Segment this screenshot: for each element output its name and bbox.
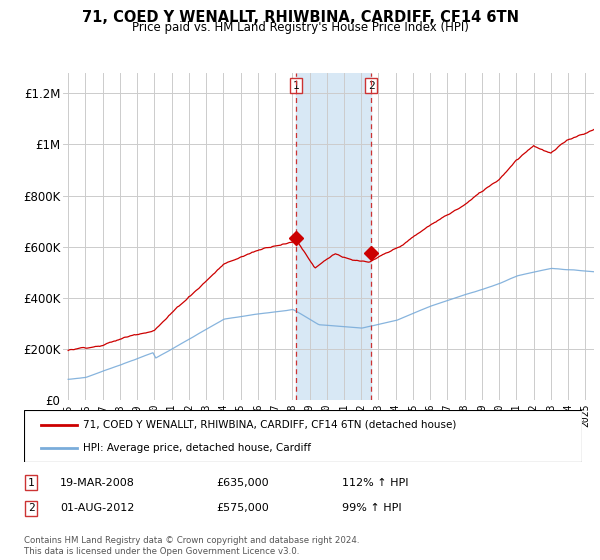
Text: 01-AUG-2012: 01-AUG-2012 (60, 503, 134, 514)
Text: Contains HM Land Registry data © Crown copyright and database right 2024.
This d: Contains HM Land Registry data © Crown c… (24, 536, 359, 556)
Text: £635,000: £635,000 (216, 478, 269, 488)
Text: 71, COED Y WENALLT, RHIWBINA, CARDIFF, CF14 6TN (detached house): 71, COED Y WENALLT, RHIWBINA, CARDIFF, C… (83, 419, 456, 430)
Text: 2: 2 (28, 503, 35, 514)
Bar (296, 73, 371, 400)
Text: 1: 1 (28, 478, 35, 488)
Text: Price paid vs. HM Land Registry's House Price Index (HPI): Price paid vs. HM Land Registry's House … (131, 21, 469, 34)
Text: £575,000: £575,000 (216, 503, 269, 514)
Text: 71, COED Y WENALLT, RHIWBINA, CARDIFF, CF14 6TN: 71, COED Y WENALLT, RHIWBINA, CARDIFF, C… (82, 10, 518, 25)
Text: 1: 1 (293, 81, 299, 91)
Text: HPI: Average price, detached house, Cardiff: HPI: Average price, detached house, Card… (83, 444, 311, 454)
Text: 99% ↑ HPI: 99% ↑ HPI (342, 503, 401, 514)
Text: 112% ↑ HPI: 112% ↑ HPI (342, 478, 409, 488)
Text: 19-MAR-2008: 19-MAR-2008 (60, 478, 135, 488)
Text: 2: 2 (368, 81, 374, 91)
